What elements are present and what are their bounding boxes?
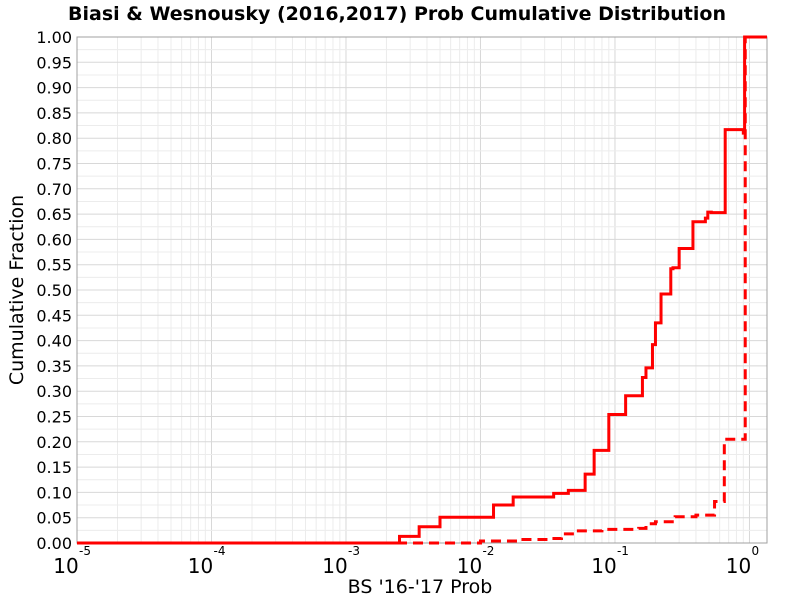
y-tick-label: 0.15	[36, 458, 72, 477]
y-tick-label: 0.95	[36, 53, 72, 72]
y-tick-label: 0.10	[36, 483, 72, 502]
x-tick-label: 10	[457, 554, 482, 578]
y-tick-label: 0.05	[36, 509, 72, 528]
y-tick-label: 0.20	[36, 433, 72, 452]
x-axis-label: BS '16-'17 Prob	[348, 576, 493, 598]
x-tick-label: 10	[591, 554, 616, 578]
dashed-series-line	[77, 35, 767, 545]
solid-series-line	[77, 35, 767, 545]
x-tick-exponent: -2	[482, 544, 494, 558]
y-tick-label: 0.50	[36, 281, 72, 300]
x-tick-label: 10	[726, 554, 751, 578]
x-tick-label: 10	[322, 554, 347, 578]
y-tick-label: 0.75	[36, 155, 72, 174]
series-layer	[77, 35, 767, 545]
y-tick-label: 0.55	[36, 256, 72, 275]
y-tick-label: 0.70	[36, 180, 72, 199]
y-tick-label: 0.85	[36, 104, 72, 123]
y-axis-label: Cumulative Fraction	[6, 195, 28, 385]
x-tick-exponent: -4	[213, 544, 225, 558]
chart-title: Biasi & Wesnousky (2016,2017) Prob Cumul…	[68, 3, 726, 25]
x-tick-label: 10	[53, 554, 78, 578]
y-tick-label: 0.30	[36, 382, 72, 401]
y-tick-label: 0.80	[36, 129, 72, 148]
x-tick-exponent: -3	[348, 544, 360, 558]
y-tick-label: 0.00	[36, 534, 72, 553]
y-tick-label: 0.90	[36, 79, 72, 98]
y-tick-label: 1.00	[36, 28, 72, 47]
y-tick-label: 0.40	[36, 332, 72, 351]
y-tick-label: 0.35	[36, 357, 72, 376]
y-tick-label: 0.25	[36, 408, 72, 427]
x-tick-label: 10	[188, 554, 213, 578]
x-tick-exponent: -1	[617, 544, 629, 558]
grid-lines	[76, 36, 767, 544]
y-tick-label: 0.65	[36, 205, 72, 224]
y-axis-ticks: 0.00 0.05 0.10 0.15 0.20 0.25 0.30 0.35 0.40 0.45…	[36, 28, 72, 553]
y-tick-label: 0.45	[36, 306, 72, 325]
x-tick-exponent: 0	[751, 544, 759, 558]
x-tick-exponent: -5	[79, 544, 91, 558]
y-tick-label: 0.60	[36, 230, 72, 249]
